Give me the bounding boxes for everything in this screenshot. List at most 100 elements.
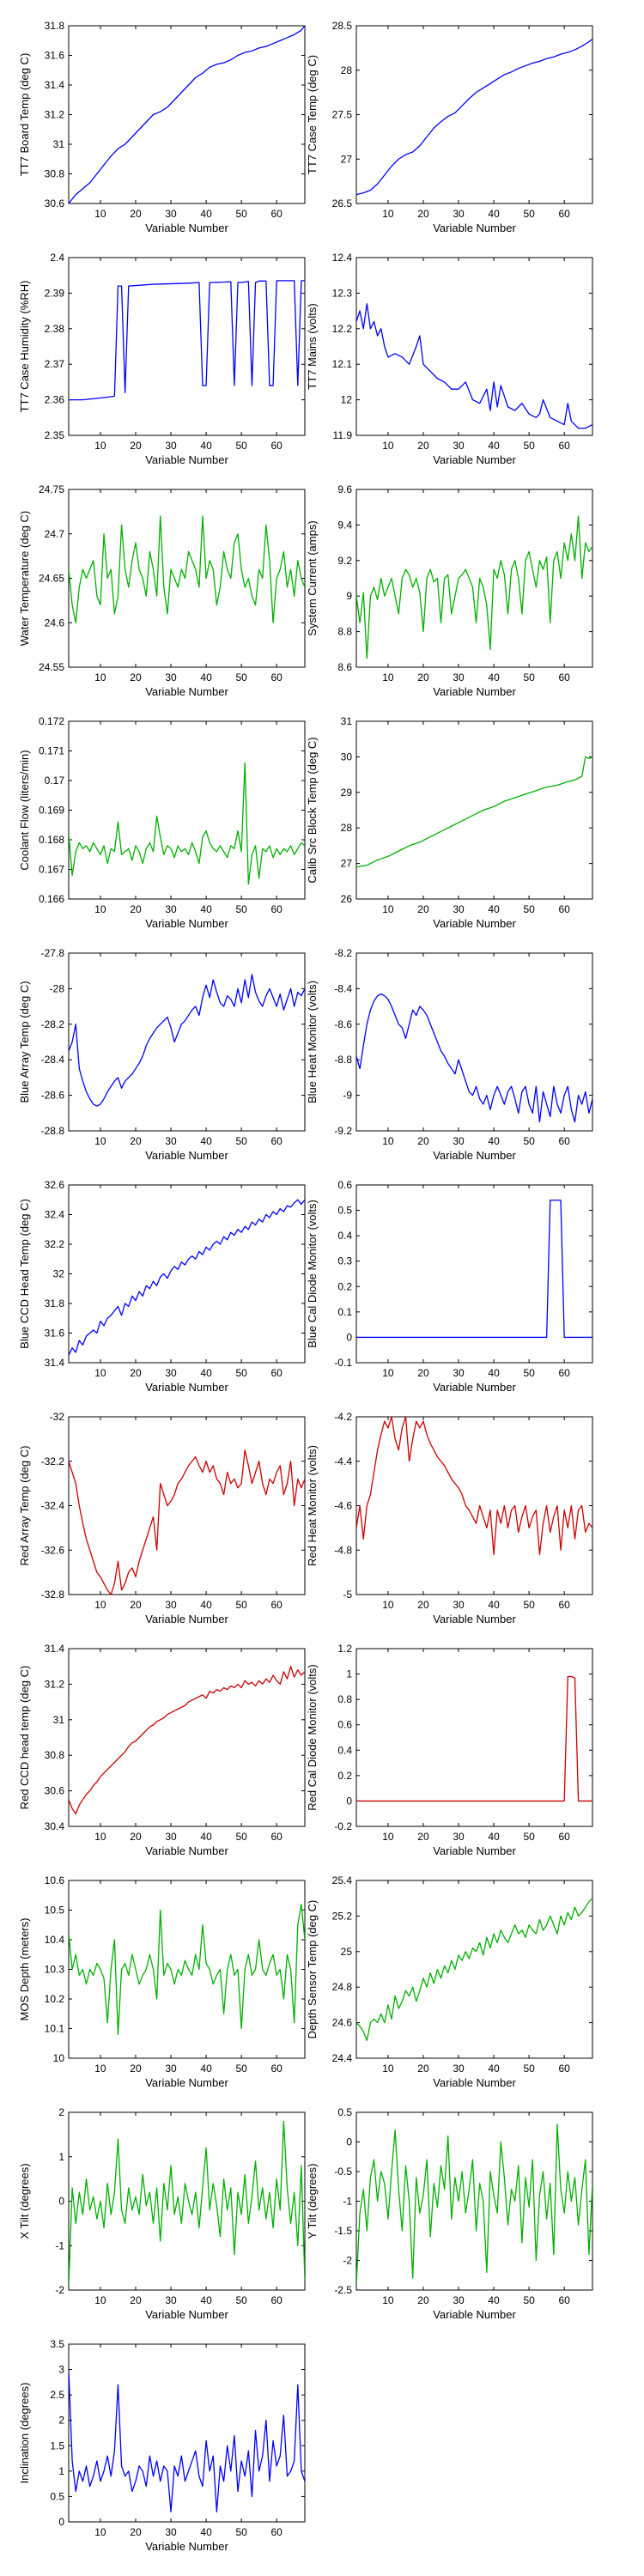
x-tick-label: 30: [165, 2294, 177, 2306]
plot-frame: [68, 1184, 306, 1364]
x-tick-label: 50: [235, 2526, 247, 2538]
y-tick-label: 11.9: [333, 429, 353, 441]
plot-frame: [355, 1648, 593, 1827]
series-line: [356, 993, 592, 1123]
series-line: [69, 974, 305, 1107]
y-tick-label: 25.4: [332, 1874, 353, 1886]
x-axis-label: Variable Number: [433, 1381, 516, 1394]
x-tick-label: 50: [235, 671, 247, 683]
x-tick-label: 50: [523, 440, 535, 452]
chart-panel: 26 27 28 29 30 31 10 20 30 40 50 60 Variable Number C…: [306, 715, 593, 930]
x-tick-label: 10: [382, 1599, 394, 1611]
x-tick-label: 50: [235, 2063, 247, 2075]
x-tick-label: 40: [200, 1831, 212, 1843]
x-tick-label: 30: [165, 903, 177, 915]
x-tick-label: 40: [200, 440, 212, 452]
x-tick-label: 60: [270, 1135, 283, 1147]
y-tick-label: 0.5: [337, 1205, 352, 1217]
y-tick-label: 9.2: [337, 555, 352, 567]
x-tick-label: 60: [270, 671, 283, 683]
y-tick-label: -0.1: [334, 1357, 352, 1369]
x-tick-label: 20: [130, 208, 142, 220]
series-line: [69, 2369, 305, 2512]
y-axis-label: MOS Depth (meters): [18, 1918, 31, 2021]
x-tick-label: 60: [270, 1599, 283, 1611]
x-tick-label: 50: [523, 208, 535, 220]
x-tick-label: 60: [270, 1367, 283, 1379]
x-tick-label: 30: [165, 1599, 177, 1611]
chart-panel: 30.6 30.8 31 31.2 31.4 31.6 31.8 10 20 30 40 50 60 Va…: [18, 20, 306, 234]
plot-frame: [68, 257, 306, 436]
chart-panel: -0.2 0 0.2 0.4 0.6 0.8 1 1.2 10 20 30 40 50 60 Variabl…: [306, 1643, 593, 1857]
y-tick-label: 0.4: [337, 1230, 352, 1242]
y-tick-label: 24.75: [39, 483, 64, 495]
plot-frame: [68, 2111, 306, 2291]
x-tick-label: 10: [382, 903, 394, 915]
y-axis-label: Inclination (degrees): [18, 2383, 31, 2484]
x-tick-label: 50: [523, 903, 535, 915]
y-tick-label: 8.8: [337, 626, 352, 638]
y-tick-label: 12.1: [332, 358, 353, 370]
y-tick-label: 0: [58, 2196, 64, 2208]
x-axis-label: Variable Number: [433, 1613, 516, 1625]
y-axis-label: Blue Heat Monitor (volts): [306, 981, 319, 1103]
y-tick-label: 30.6: [45, 197, 65, 210]
chart-panel: -2.5 -2 -1.5 -1 -0.5 0 0.5 10 20 30 40 50 60 Variable…: [306, 2106, 593, 2321]
x-tick-label: 10: [382, 1367, 394, 1379]
y-tick-label: 32.6: [45, 1179, 65, 1191]
x-tick-label: 20: [417, 1831, 429, 1843]
x-tick-label: 40: [200, 2063, 212, 2075]
y-tick-label: 29: [341, 787, 353, 799]
y-tick-label: 12.3: [332, 287, 353, 299]
x-tick-label: 60: [270, 903, 283, 915]
y-tick-label: 0.6: [337, 1179, 352, 1191]
y-tick-label: -28.6: [41, 1090, 65, 1102]
y-tick-label: 26: [341, 893, 353, 905]
x-axis-label: Variable Number: [145, 2540, 228, 2553]
y-tick-label: 2.35: [45, 429, 65, 441]
x-tick-label: 50: [235, 1367, 247, 1379]
y-tick-label: 0: [346, 2136, 352, 2148]
y-axis-label: Red Array Temp (deg C): [18, 1446, 31, 1566]
x-tick-label: 10: [382, 1135, 394, 1147]
y-tick-label: 1.5: [50, 2439, 64, 2451]
series-line: [69, 2120, 305, 2286]
x-tick-label: 60: [270, 2526, 283, 2538]
y-tick-label: -5: [343, 1589, 352, 1601]
x-tick-label: 20: [417, 2294, 429, 2306]
x-tick-label: 60: [558, 440, 570, 452]
plot-frame: [68, 1880, 306, 2059]
chart-panel: 2.35 2.36 2.37 2.38 2.39 2.4 10 20 30 40 50 60 Varia…: [18, 252, 306, 466]
x-tick-label: 30: [453, 671, 465, 683]
x-tick-label: 40: [488, 2294, 500, 2306]
x-tick-label: 40: [200, 208, 212, 220]
x-tick-label: 30: [165, 440, 177, 452]
y-tick-label: 24.55: [39, 661, 64, 673]
y-tick-label: 0.5: [50, 2490, 64, 2502]
y-tick-label: 0.2: [337, 1770, 352, 1782]
x-tick-label: 60: [270, 440, 283, 452]
x-tick-label: 10: [94, 2294, 106, 2306]
x-tick-label: 40: [200, 671, 212, 683]
x-tick-label: 50: [523, 671, 535, 683]
y-tick-label: -4.6: [334, 1500, 352, 1512]
y-tick-label: 32: [53, 1268, 65, 1280]
y-axis-label: Depth Sensor Temp (deg C): [306, 1900, 319, 2039]
x-tick-label: 60: [270, 2063, 283, 2075]
y-tick-label: 31: [53, 138, 65, 150]
y-tick-label: 24.6: [45, 617, 65, 629]
x-tick-label: 40: [200, 2526, 212, 2538]
x-tick-label: 20: [130, 2294, 142, 2306]
chart-panel: 24.4 24.6 24.8 25 25.2 25.4 10 20 30 40 50 60 Variab…: [306, 1874, 593, 2089]
x-tick-label: 50: [523, 2294, 535, 2306]
series-line: [69, 1199, 305, 1356]
y-tick-label: 32.2: [45, 1238, 65, 1250]
x-tick-label: 40: [200, 1599, 212, 1611]
y-tick-label: 0.3: [337, 1255, 352, 1267]
series-line: [356, 303, 592, 429]
y-tick-label: 2.37: [45, 358, 65, 370]
y-tick-label: 24.65: [39, 573, 64, 585]
y-tick-label: -4.8: [334, 1544, 352, 1556]
y-tick-label: 3.5: [50, 2338, 64, 2350]
y-tick-label: 0: [58, 2516, 64, 2528]
